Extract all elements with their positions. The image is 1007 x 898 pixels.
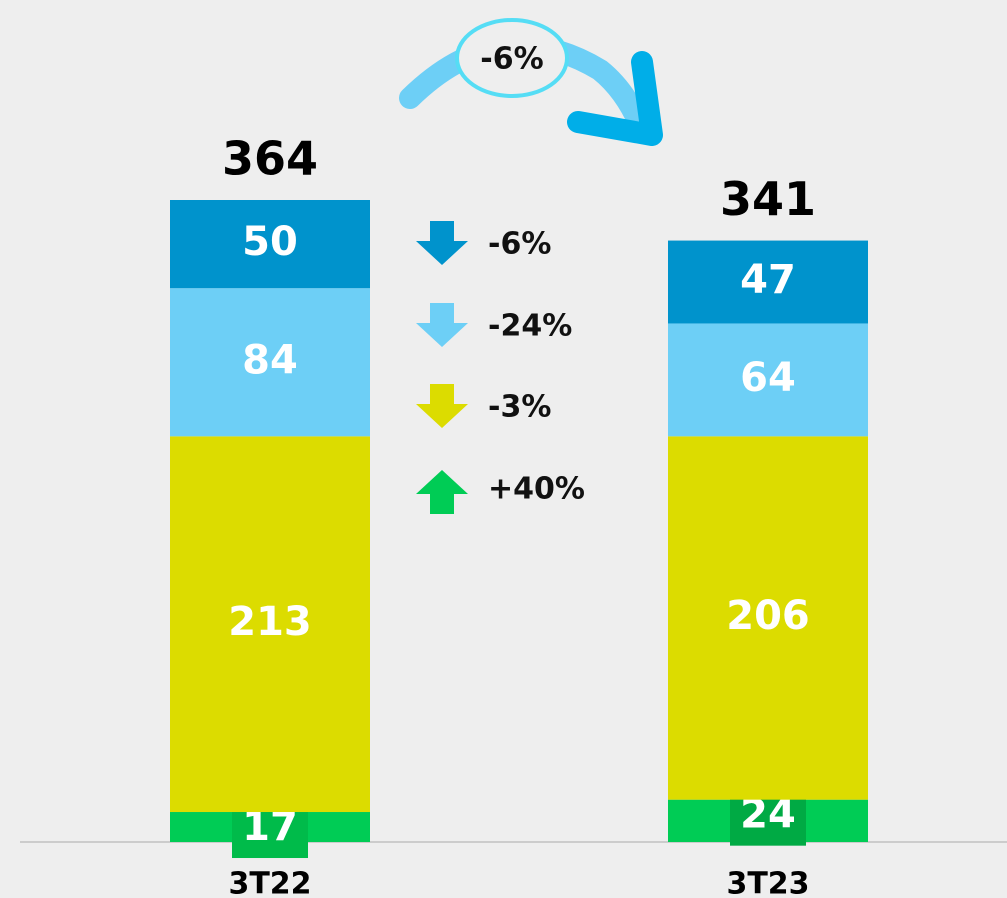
segment-label: 64 xyxy=(740,355,796,401)
legend-change: -3% xyxy=(488,390,551,425)
legend-arrow xyxy=(416,221,468,265)
legend-arrow xyxy=(416,384,468,428)
total-label: 341 xyxy=(720,172,816,226)
bar-segment xyxy=(170,436,370,813)
change-arrow xyxy=(399,34,651,136)
legend-change: +40% xyxy=(488,472,585,507)
x-tick-label: 3T22 xyxy=(228,867,311,898)
change-badge xyxy=(455,18,569,98)
bar-segment xyxy=(668,240,868,324)
legend-change: -6% xyxy=(488,227,551,262)
segment-label: 213 xyxy=(228,599,312,645)
bar-segment xyxy=(170,200,370,289)
segment-label: 47 xyxy=(740,257,796,303)
legend-change: -24% xyxy=(488,309,572,344)
bar-segment xyxy=(668,436,868,800)
change-arrow-head xyxy=(567,51,663,146)
x-tick-label: 3T23 xyxy=(726,867,809,898)
segment-label: 206 xyxy=(726,593,810,639)
bar-segment xyxy=(170,288,370,437)
legend-arrow xyxy=(416,470,468,514)
segment-label: 84 xyxy=(242,337,298,383)
total-change: -6% xyxy=(480,42,543,77)
segment-label: 50 xyxy=(242,219,298,265)
bar-segment xyxy=(668,323,868,437)
total-label: 364 xyxy=(222,132,318,186)
legend-arrow xyxy=(416,303,468,347)
